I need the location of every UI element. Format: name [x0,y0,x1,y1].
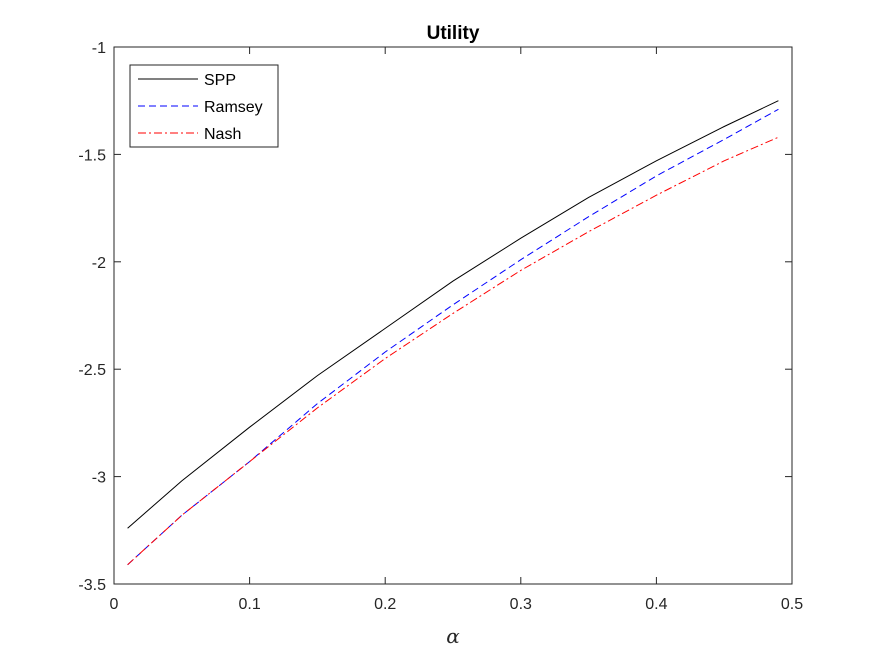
series-line-nash [127,136,779,566]
y-tick-label: -1 [92,40,106,57]
y-tick-label: -2.5 [78,362,106,379]
x-tick-label: 0.3 [510,596,532,613]
x-axis-ticks: 0 0.1 0.2 0.3 0.4 0.5 [110,47,803,613]
x-tick-label: 0.4 [645,596,667,613]
y-axis-ticks: -3.5 -3 -2.5 -2 -1.5 -1 [78,40,792,594]
x-tick-label: 0.2 [374,596,396,613]
legend: SPP Ramsey Nash [129,64,279,148]
x-axis-label: α [446,624,460,648]
y-tick-label: -2 [92,255,106,272]
legend-label-spp: SPP [204,72,236,89]
y-tick-label: -3.5 [78,577,106,594]
x-tick-label: 0.1 [238,596,260,613]
x-tick-label: 0 [110,596,119,613]
series-line-ramsey [127,108,779,566]
legend-label-ramsey: Ramsey [204,99,263,116]
y-tick-label: -1.5 [78,147,106,164]
series-lines [127,100,779,566]
y-tick-label: -3 [92,470,106,487]
legend-label-nash: Nash [204,126,241,143]
axes-frame [113,46,793,585]
series-line-spp [127,100,779,529]
x-tick-label: 0.5 [781,596,803,613]
chart-title: Utility [427,23,480,44]
